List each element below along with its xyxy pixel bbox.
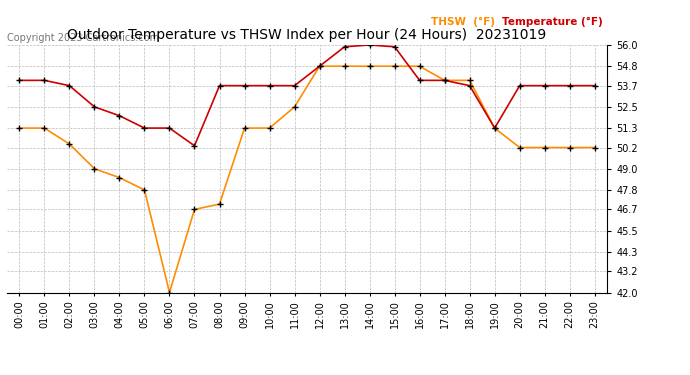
Temperature (°F) bbox=[515, 83, 524, 88]
Temperature (°F) bbox=[491, 126, 499, 130]
THSW  (°F) bbox=[240, 126, 248, 130]
THSW  (°F) bbox=[491, 126, 499, 130]
Temperature (°F) bbox=[66, 83, 74, 88]
Temperature (°F) bbox=[440, 78, 449, 82]
THSW  (°F) bbox=[591, 145, 599, 150]
Temperature (°F) bbox=[40, 78, 48, 82]
Temperature (°F) bbox=[290, 83, 299, 88]
Temperature (°F) bbox=[115, 114, 124, 118]
THSW  (°F) bbox=[215, 202, 224, 206]
Temperature (°F) bbox=[466, 83, 474, 88]
Temperature (°F) bbox=[140, 126, 148, 130]
Legend: THSW  (°F), Temperature (°F): THSW (°F), Temperature (°F) bbox=[425, 13, 607, 31]
Temperature (°F) bbox=[190, 144, 199, 148]
THSW  (°F) bbox=[166, 290, 174, 295]
THSW  (°F) bbox=[440, 78, 449, 82]
Temperature (°F) bbox=[266, 83, 274, 88]
Temperature (°F) bbox=[90, 105, 99, 109]
THSW  (°F) bbox=[140, 188, 148, 192]
THSW  (°F) bbox=[315, 64, 324, 69]
Temperature (°F) bbox=[540, 83, 549, 88]
THSW  (°F) bbox=[540, 145, 549, 150]
Title: Outdoor Temperature vs THSW Index per Hour (24 Hours)  20231019: Outdoor Temperature vs THSW Index per Ho… bbox=[68, 28, 546, 42]
Temperature (°F) bbox=[391, 45, 399, 49]
THSW  (°F) bbox=[415, 64, 424, 69]
THSW  (°F) bbox=[66, 142, 74, 146]
Temperature (°F) bbox=[240, 83, 248, 88]
Temperature (°F) bbox=[315, 64, 324, 69]
THSW  (°F) bbox=[15, 126, 23, 130]
THSW  (°F) bbox=[340, 64, 348, 69]
Temperature (°F) bbox=[366, 43, 374, 47]
THSW  (°F) bbox=[391, 64, 399, 69]
Text: Copyright 2023 Cartronics.com: Copyright 2023 Cartronics.com bbox=[7, 33, 159, 42]
THSW  (°F) bbox=[566, 145, 574, 150]
THSW  (°F) bbox=[266, 126, 274, 130]
THSW  (°F) bbox=[515, 145, 524, 150]
Line: Temperature (°F): Temperature (°F) bbox=[16, 42, 598, 149]
Temperature (°F) bbox=[166, 126, 174, 130]
Temperature (°F) bbox=[415, 78, 424, 82]
Temperature (°F) bbox=[215, 83, 224, 88]
THSW  (°F) bbox=[40, 126, 48, 130]
THSW  (°F) bbox=[466, 78, 474, 82]
Temperature (°F) bbox=[591, 83, 599, 88]
THSW  (°F) bbox=[366, 64, 374, 69]
THSW  (°F) bbox=[90, 166, 99, 171]
Line: THSW  (°F): THSW (°F) bbox=[16, 63, 598, 296]
Temperature (°F) bbox=[340, 45, 348, 49]
Temperature (°F) bbox=[15, 78, 23, 82]
Temperature (°F) bbox=[566, 83, 574, 88]
THSW  (°F) bbox=[290, 105, 299, 109]
THSW  (°F) bbox=[115, 176, 124, 180]
THSW  (°F) bbox=[190, 207, 199, 212]
